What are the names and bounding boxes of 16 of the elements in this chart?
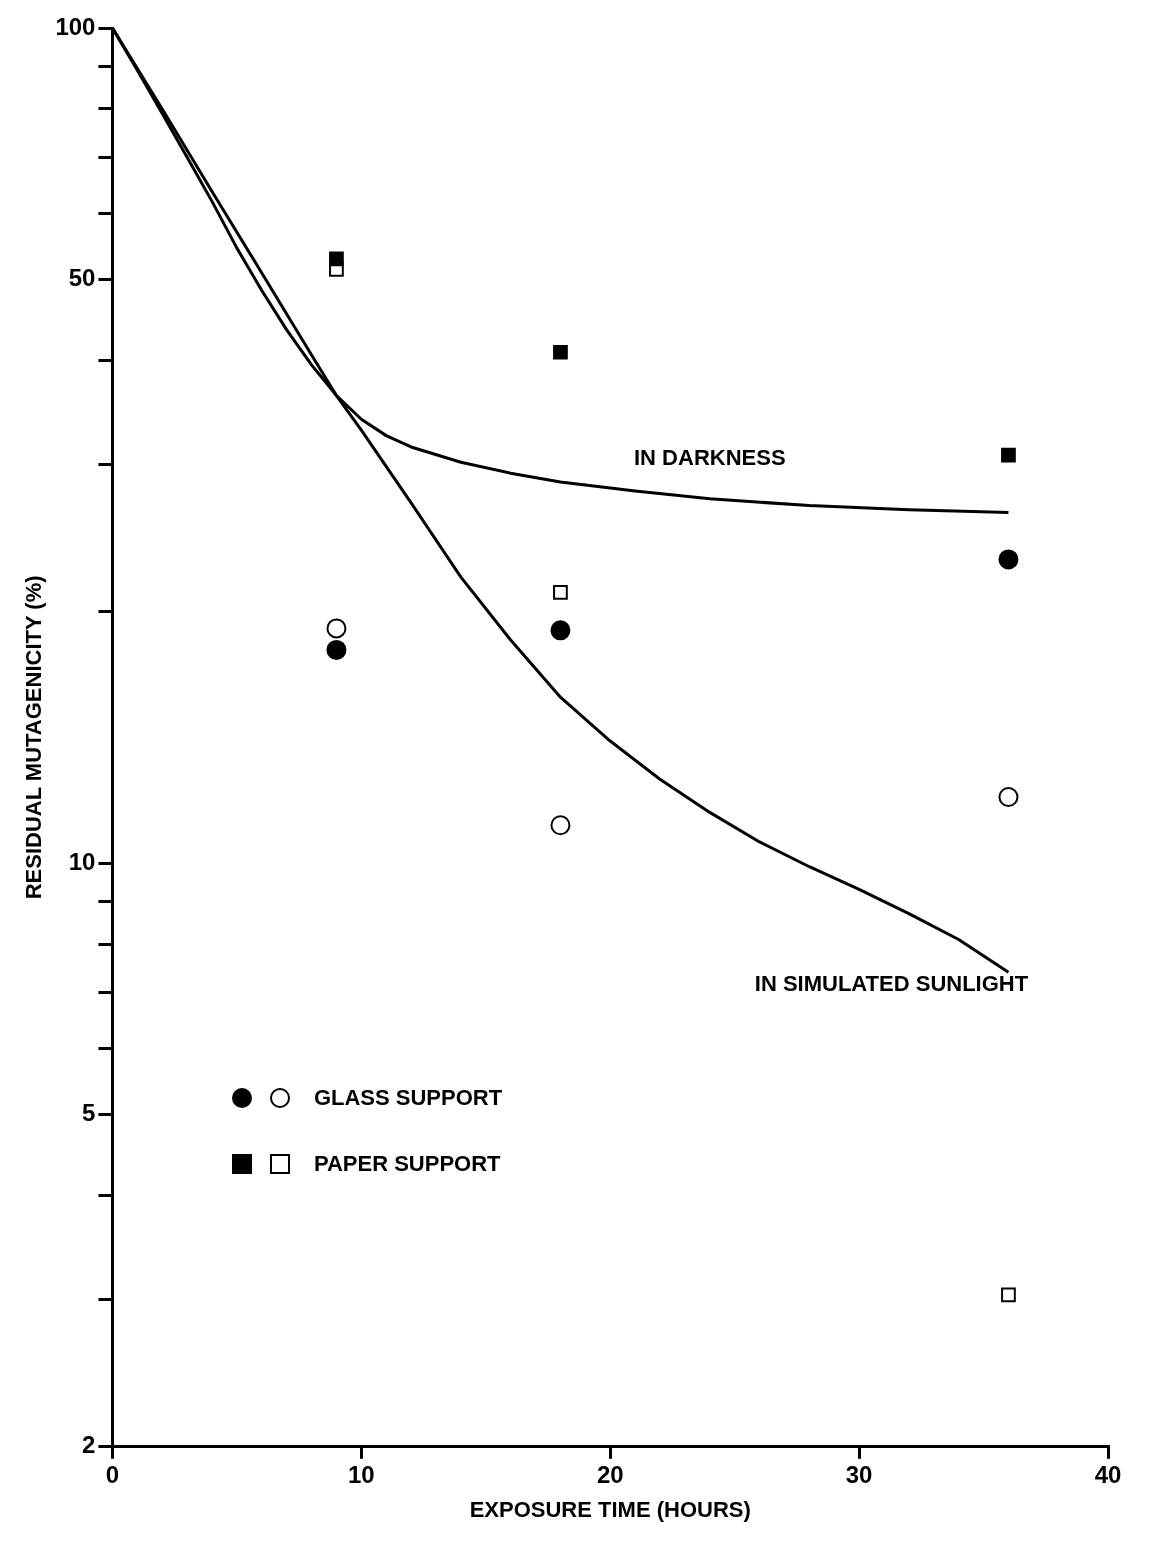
legend-label: GLASS SUPPORT	[313, 1084, 503, 1111]
y-tick-label: 50	[68, 264, 96, 292]
x-axis-title: EXPOSURE TIME (HOURS)	[469, 1496, 751, 1522]
legend-label: PAPER SUPPORT	[313, 1150, 501, 1177]
x-tick-label: 0	[105, 1460, 120, 1488]
annotation: IN DARKNESS	[633, 444, 786, 470]
annotation: IN SIMULATED SUNLIGHT	[754, 971, 1029, 997]
x-tick-label: 20	[596, 1460, 624, 1488]
x-tick-label: 40	[1094, 1460, 1122, 1488]
y-tick-label: 100	[55, 12, 96, 40]
y-tick-label: 10	[68, 847, 96, 875]
x-tick-label: 10	[347, 1460, 375, 1488]
y-tick-label: 5	[82, 1099, 96, 1127]
x-tick-label: 30	[845, 1460, 873, 1488]
y-axis-title: RESIDUAL MUTAGENICITY (%)	[21, 575, 47, 900]
y-tick-label: 2	[82, 1431, 96, 1459]
